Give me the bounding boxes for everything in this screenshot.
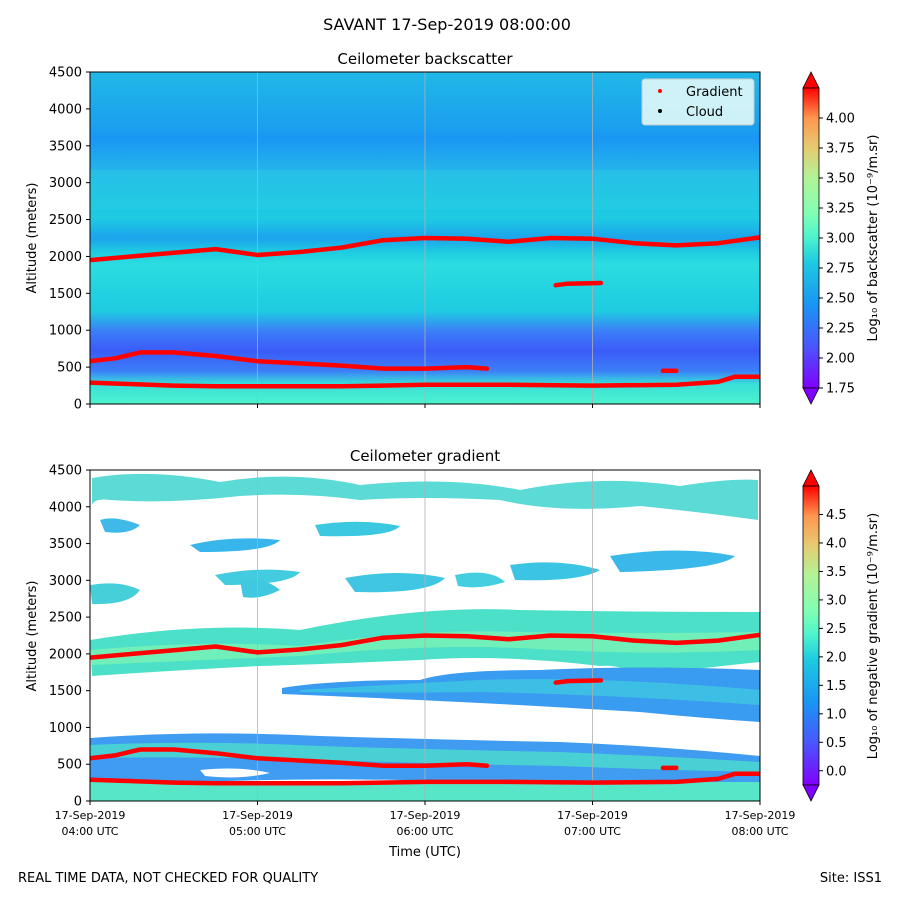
x-tick-label-time: 06:00 UTC [396, 825, 453, 838]
y-tick-label: 0 [74, 398, 82, 413]
x-tick-label-date: 17-Sep-2019 [222, 809, 293, 822]
y-tick-label: 500 [57, 758, 82, 773]
backscatter-colorbar-extend-min [802, 387, 820, 405]
y-tick-label: 1000 [49, 324, 82, 339]
colorbar-tick-label: 4.00 [826, 112, 855, 127]
backscatter-colorbar-label: Log₁₀ of backscatter (10⁻⁹/m.sr) [866, 135, 881, 342]
colorbar-tick-label: 1.0 [826, 707, 847, 722]
x-tick-label-date: 17-Sep-2019 [55, 809, 126, 822]
colorbar-tick-label: 0.5 [826, 736, 847, 751]
gradient-colorbar-ticks: 0.0 0.5 1.0 1.5 2.0 2.5 3.0 3.5 4.0 4.5 [819, 508, 847, 779]
legend-cloud-label: Cloud [686, 105, 723, 120]
colorbar-tick-label: 3.50 [826, 172, 855, 187]
gradient-upper-layer-top [90, 235, 760, 263]
gradient-colorbar-body [802, 485, 820, 786]
x-tick-label-date: 17-Sep-2019 [557, 809, 628, 822]
gradient-elevated-fragment [553, 280, 604, 288]
colorbar-tick-label: 2.25 [826, 322, 855, 337]
backscatter-colorbar-body [802, 87, 820, 389]
y-tick-label: 3500 [49, 537, 82, 552]
legend: Gradient Cloud [641, 78, 755, 126]
gradient-colorbar-label: Log₁₀ of negative gradient (10⁻⁹/m.sr) [866, 513, 881, 759]
y-tick-label: 4000 [49, 102, 82, 117]
colorbar-tick-label: 2.00 [826, 352, 855, 367]
x-tick-label-date: 17-Sep-2019 [390, 809, 461, 822]
colorbar-tick-label: 3.00 [826, 232, 855, 247]
y-tick-label: 2000 [49, 250, 82, 265]
x-tick-label-time: 05:00 UTC [229, 825, 286, 838]
gradient-surface-layer [90, 771, 760, 786]
backscatter-y-ticks: 0 500 1000 1500 2000 2500 3000 3500 4000 4500 [49, 66, 90, 413]
y-tick-label: 2500 [49, 611, 82, 626]
gradient-panel: Ceilometer gradient [25, 447, 881, 860]
backscatter-title: Ceilometer backscatter [337, 50, 513, 68]
gradient-upper-layer-top [90, 632, 760, 660]
x-tick-label-time: 07:00 UTC [564, 825, 621, 838]
y-tick-label: 4500 [49, 464, 82, 479]
gradient-middle-layer [90, 350, 490, 371]
backscatter-gradient-points [90, 235, 760, 389]
gradient-x-ticks: 17-Sep-2019 04:00 UTC 17-Sep-2019 05:00 UTC… [55, 801, 796, 838]
figure-title: SAVANT 17-Sep-2019 08:00:00 [323, 15, 571, 34]
y-tick-label: 500 [57, 361, 82, 376]
site-label: Site: ISS1 [820, 871, 882, 886]
colorbar-tick-label: 2.5 [826, 622, 847, 637]
x-tick-label-date: 17-Sep-2019 [725, 809, 796, 822]
backscatter-ylabel: Altitude (meters) [25, 183, 40, 294]
gradient-colorbar-extend-min [802, 784, 820, 802]
gradient-title: Ceilometer gradient [350, 447, 500, 465]
colorbar-tick-label: 3.0 [826, 593, 847, 608]
backscatter-colorbar: 1.75 2.00 2.25 2.50 2.75 3.00 3.25 3.50 3.75 4.00… [802, 71, 881, 405]
y-tick-label: 1500 [49, 684, 82, 699]
colorbar-tick-label: 0.0 [826, 764, 847, 779]
x-tick-label-time: 08:00 UTC [731, 825, 788, 838]
colorbar-tick-label: 3.25 [826, 202, 855, 217]
gradient-surface-layer [90, 374, 760, 389]
legend-gradient-marker [658, 89, 662, 93]
colorbar-tick-label: 4.5 [826, 508, 847, 523]
backscatter-x-ticks [89, 404, 761, 408]
y-tick-label: 3000 [49, 574, 82, 589]
colorbar-tick-label: 3.5 [826, 565, 847, 580]
gradient-middle-layer [90, 747, 490, 768]
y-tick-label: 1500 [49, 287, 82, 302]
colorbar-tick-label: 2.0 [826, 650, 847, 665]
x-tick-label-time: 04:00 UTC [61, 825, 118, 838]
y-tick-label: 4500 [49, 66, 82, 81]
colorbar-tick-label: 2.75 [826, 262, 855, 277]
backscatter-panel: Ceilometer backscatter 0 500 1000 1500 2000 2… [25, 50, 881, 413]
legend-gradient-label: Gradient [686, 85, 743, 100]
quality-disclaimer: REAL TIME DATA, NOT CHECKED FOR QUALITY [18, 871, 318, 886]
colorbar-tick-label: 2.50 [826, 292, 855, 307]
y-tick-label: 1000 [49, 721, 82, 736]
y-tick-label: 2500 [49, 213, 82, 228]
gradient-gradient-points [90, 632, 760, 786]
y-tick-label: 3500 [49, 139, 82, 154]
legend-cloud-marker [658, 109, 662, 113]
y-tick-label: 2000 [49, 647, 82, 662]
colorbar-tick-label: 4.0 [826, 536, 847, 551]
colorbar-tick-label: 1.5 [826, 679, 847, 694]
colorbar-tick-label: 1.75 [826, 382, 855, 397]
y-tick-label: 3000 [49, 176, 82, 191]
gradient-y-ticks: 0 500 1000 1500 2000 2500 3000 3500 4000 4500 [49, 464, 90, 810]
gradient-ylabel: Altitude (meters) [25, 581, 40, 692]
gradient-colorbar-extend-max [802, 469, 820, 487]
gradient-xlabel: Time (UTC) [388, 845, 461, 860]
gradient-colorbar: 0.0 0.5 1.0 1.5 2.0 2.5 3.0 3.5 4.0 4.5 Log₁₀ of … [802, 469, 881, 802]
y-tick-label: 0 [74, 795, 82, 810]
backscatter-colorbar-ticks: 1.75 2.00 2.25 2.50 2.75 3.00 3.25 3.50 3.75 4.00 [819, 112, 855, 397]
colorbar-tick-label: 3.75 [826, 142, 855, 157]
y-tick-label: 4000 [49, 500, 82, 515]
gradient-elevated-fragment [553, 678, 604, 685]
backscatter-colorbar-extend-max [802, 71, 820, 89]
